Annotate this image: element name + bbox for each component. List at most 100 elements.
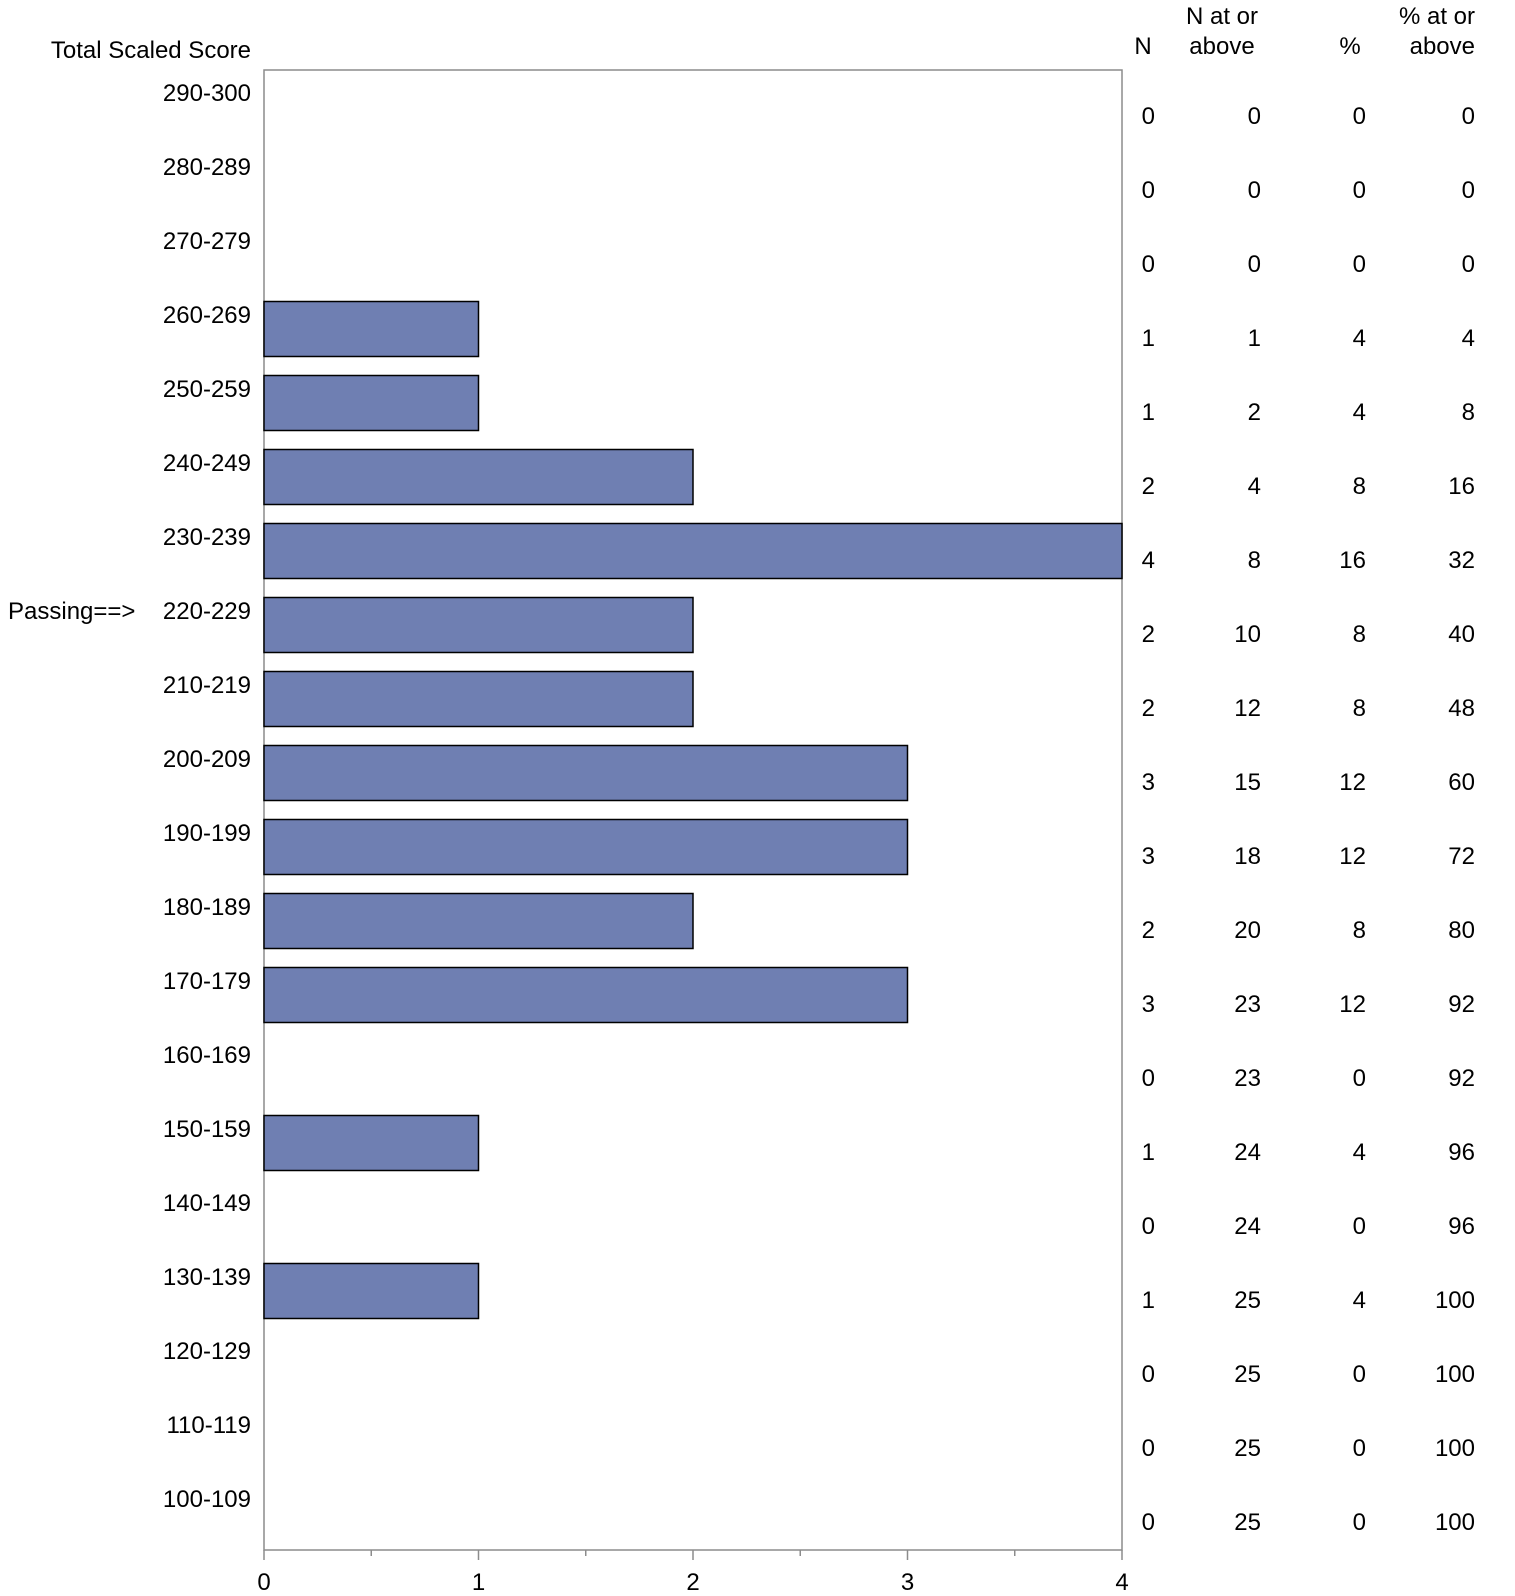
table-cell: 0 <box>1353 251 1366 278</box>
bar <box>263 448 694 506</box>
passing-marker-label: Passing==> <box>8 598 135 625</box>
category-label: 200-209 <box>163 746 251 773</box>
category-label: 130-139 <box>163 1264 251 1291</box>
category-label: 280-289 <box>163 154 251 181</box>
table-cell: 0 <box>1353 177 1366 204</box>
category-label: 220-229 <box>163 598 251 625</box>
table-header-line2: N <box>1134 33 1151 60</box>
table-cell: 0 <box>1142 1509 1155 1536</box>
table-cell: 2 <box>1248 399 1261 426</box>
table-cell: 12 <box>1234 695 1261 722</box>
bar <box>263 744 909 802</box>
x-tick-label: 4 <box>1115 1569 1128 1596</box>
table-cell: 24 <box>1234 1139 1261 1166</box>
table-cell: 0 <box>1353 1509 1366 1536</box>
table-cell: 0 <box>1353 1361 1366 1388</box>
category-label: 180-189 <box>163 894 251 921</box>
table-cell: 20 <box>1234 917 1261 944</box>
category-label: 100-109 <box>163 1486 251 1513</box>
category-label: 240-249 <box>163 450 251 477</box>
table-cell: 25 <box>1234 1509 1261 1536</box>
table-cell: 8 <box>1353 917 1366 944</box>
table-header-line1: N at or <box>1186 3 1258 30</box>
table-header-line2: % <box>1339 33 1360 60</box>
table-cell: 4 <box>1353 399 1366 426</box>
category-label: 210-219 <box>163 672 251 699</box>
table-cell: 0 <box>1248 177 1261 204</box>
table-cell: 1 <box>1248 325 1261 352</box>
table-cell: 15 <box>1234 769 1261 796</box>
table-cell: 10 <box>1234 621 1261 648</box>
table-cell: 100 <box>1435 1361 1475 1388</box>
table-cell: 25 <box>1234 1361 1261 1388</box>
table-cell: 8 <box>1353 621 1366 648</box>
table-cell: 1 <box>1142 1287 1155 1314</box>
bar <box>263 522 1123 580</box>
table-cell: 80 <box>1448 917 1475 944</box>
table-cell: 3 <box>1142 769 1155 796</box>
y-axis-title: Total Scaled Score <box>51 37 251 64</box>
bar <box>263 374 480 432</box>
table-cell: 3 <box>1142 991 1155 1018</box>
x-tick-label: 0 <box>257 1569 270 1596</box>
table-cell: 40 <box>1448 621 1475 648</box>
category-label: 230-239 <box>163 524 251 551</box>
table-cell: 0 <box>1462 103 1475 130</box>
table-cell: 12 <box>1339 991 1366 1018</box>
table-cell: 0 <box>1248 103 1261 130</box>
bar <box>263 596 694 654</box>
category-label: 260-269 <box>163 302 251 329</box>
table-cell: 18 <box>1234 843 1261 870</box>
x-tick-label: 2 <box>686 1569 699 1596</box>
table-cell: 2 <box>1142 917 1155 944</box>
table-cell: 0 <box>1142 1213 1155 1240</box>
table-cell: 1 <box>1142 1139 1155 1166</box>
category-label: 110-119 <box>166 1412 251 1439</box>
table-cell: 16 <box>1339 547 1366 574</box>
stats-table: N N at or above% % at or above 0 0 0 0 0 0 0 0 0 0 0 0 1 1… <box>1134 3 1475 1536</box>
category-label: 290-300 <box>163 80 251 107</box>
bar <box>263 1114 480 1172</box>
table-header-line2: above <box>1189 33 1254 60</box>
table-cell: 2 <box>1142 695 1155 722</box>
category-label: 140-149 <box>163 1190 251 1217</box>
table-cell: 0 <box>1142 1361 1155 1388</box>
table-cell: 0 <box>1353 1065 1366 1092</box>
table-cell: 25 <box>1234 1435 1261 1462</box>
table-cell: 25 <box>1234 1287 1261 1314</box>
table-cell: 60 <box>1448 769 1475 796</box>
table-cell: 24 <box>1234 1213 1261 1240</box>
table-cell: 8 <box>1353 695 1366 722</box>
x-tick-label: 1 <box>472 1569 485 1596</box>
bar <box>263 818 909 876</box>
category-label: 190-199 <box>163 820 251 847</box>
category-label: 160-169 <box>163 1042 251 1069</box>
table-cell: 100 <box>1435 1287 1475 1314</box>
bar <box>263 1262 480 1320</box>
bars-group <box>263 300 1123 1320</box>
table-cell: 16 <box>1448 473 1475 500</box>
table-cell: 3 <box>1142 843 1155 870</box>
table-cell: 1 <box>1142 325 1155 352</box>
table-cell: 2 <box>1142 621 1155 648</box>
table-cell: 92 <box>1448 991 1475 1018</box>
category-label: 270-279 <box>163 228 251 255</box>
table-cell: 0 <box>1353 1435 1366 1462</box>
table-cell: 8 <box>1353 473 1366 500</box>
category-label: 250-259 <box>163 376 251 403</box>
table-cell: 12 <box>1339 843 1366 870</box>
bar <box>263 966 909 1024</box>
table-cell: 100 <box>1435 1435 1475 1462</box>
table-cell: 8 <box>1248 547 1261 574</box>
table-cell: 4 <box>1248 473 1261 500</box>
table-cell: 4 <box>1462 325 1475 352</box>
table-cell: 92 <box>1448 1065 1475 1092</box>
category-labels: 290-300 280-289 270-279 260-269 250-259 240-2… <box>8 80 251 1513</box>
x-tick-label: 3 <box>901 1569 914 1596</box>
table-cell: 96 <box>1448 1213 1475 1240</box>
x-axis: 0 1 2 3 4 <box>257 1550 1129 1596</box>
bar <box>263 300 480 358</box>
category-label: 150-159 <box>163 1116 251 1143</box>
table-cell: 12 <box>1339 769 1366 796</box>
